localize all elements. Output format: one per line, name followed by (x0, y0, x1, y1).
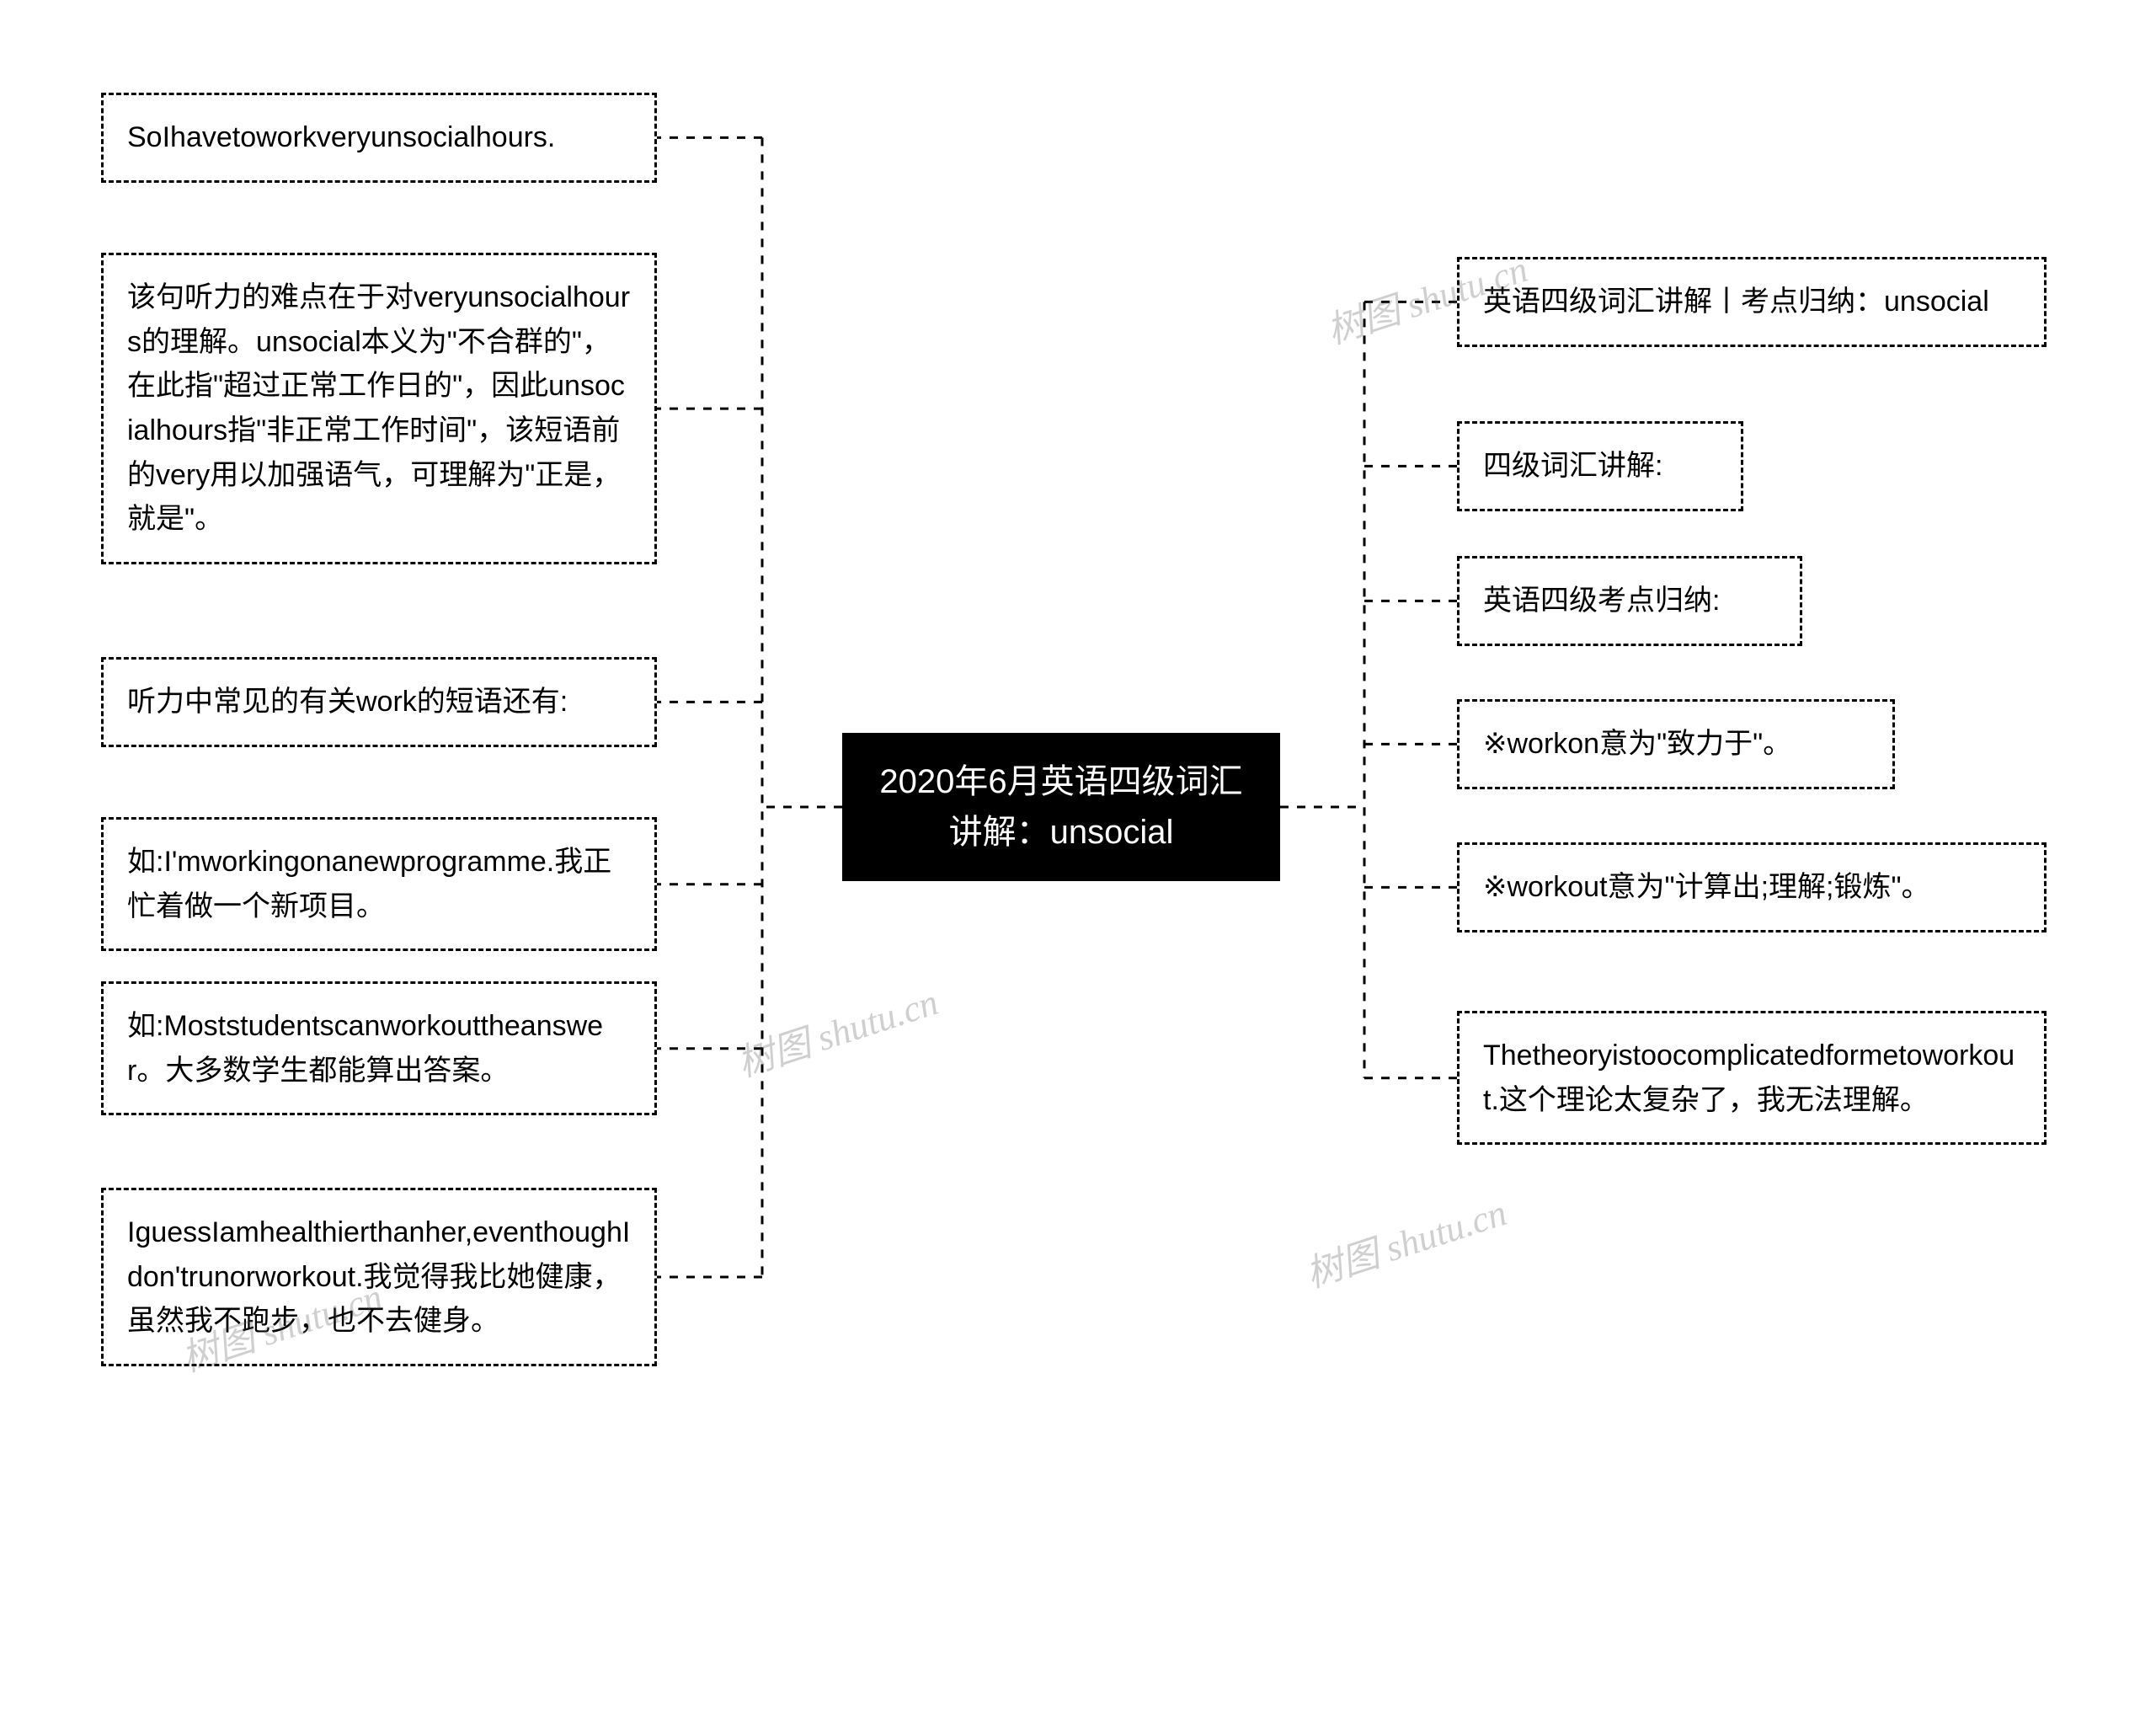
right-node: 英语四级词汇讲解丨考点归纳：unsocial (1457, 257, 2047, 347)
node-text: Thetheoryistoocomplicatedformetoworkout.… (1483, 1039, 2015, 1116)
right-node: 四级词汇讲解: (1457, 421, 1743, 511)
left-node: 该句听力的难点在于对veryunsocialhours的理解。unsocial本… (101, 253, 657, 564)
node-text: IguessIamhealthierthanher,eventhoughIdon… (127, 1216, 630, 1337)
right-node: 英语四级考点归纳: (1457, 556, 1802, 646)
node-text: SoIhavetoworkveryunsocialhours. (127, 121, 555, 153)
left-node: IguessIamhealthierthanher,eventhoughIdon… (101, 1188, 657, 1366)
left-node: SoIhavetoworkveryunsocialhours. (101, 93, 657, 183)
center-label: 2020年6月英语四级词汇讲解：unsocial (879, 763, 1242, 851)
right-node: Thetheoryistoocomplicatedformetoworkout.… (1457, 1011, 2047, 1145)
node-text: 如:I'mworkingonanewprogramme.我正忙着做一个新项目。 (127, 846, 611, 922)
center-node: 2020年6月英语四级词汇讲解：unsocial (842, 733, 1280, 881)
left-node: 如:Moststudentscanworkouttheanswer。大多数学生都… (101, 981, 657, 1115)
right-node: ※workout意为"计算出;理解;锻炼"。 (1457, 842, 2047, 932)
left-node: 如:I'mworkingonanewprogramme.我正忙着做一个新项目。 (101, 817, 657, 951)
node-text: ※workout意为"计算出;理解;锻炼"。 (1483, 871, 1930, 903)
right-node: ※workon意为"致力于"。 (1457, 699, 1895, 789)
node-text: 听力中常见的有关work的短语还有: (127, 686, 568, 718)
mindmap-canvas: 2020年6月英语四级词汇讲解：unsocial SoIhavetoworkve… (0, 0, 2156, 1726)
watermark: 树图 shutu.cn (1298, 1182, 1513, 1297)
node-text: 英语四级考点归纳: (1483, 585, 1720, 617)
left-node: 听力中常见的有关work的短语还有: (101, 657, 657, 747)
node-text: 该句听力的难点在于对veryunsocialhours的理解。unsocial本… (127, 281, 630, 535)
node-text: ※workon意为"致力于"。 (1483, 728, 1791, 760)
watermark: 树图 shutu.cn (729, 971, 944, 1087)
node-text: 如:Moststudentscanworkouttheanswer。大多数学生都… (127, 1010, 603, 1087)
node-text: 四级词汇讲解: (1483, 450, 1662, 482)
node-text: 英语四级词汇讲解丨考点归纳：unsocial (1483, 286, 1989, 318)
